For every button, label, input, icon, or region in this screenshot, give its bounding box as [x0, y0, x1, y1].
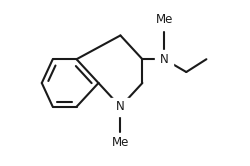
Text: Me: Me [112, 136, 129, 149]
Text: N: N [116, 100, 125, 113]
Text: N: N [160, 53, 169, 66]
Text: Me: Me [156, 13, 173, 27]
